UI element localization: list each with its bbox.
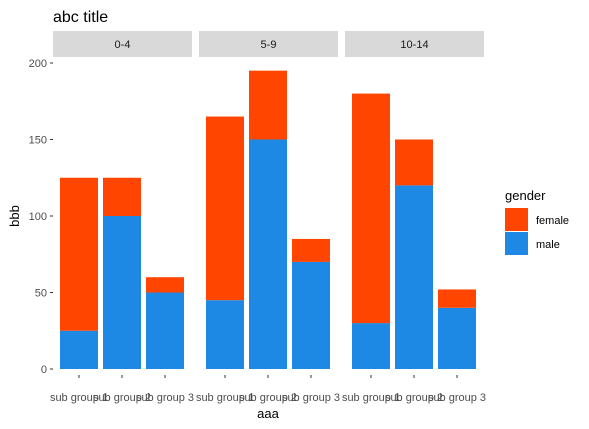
bar-male	[146, 292, 184, 369]
bar-female	[146, 277, 184, 293]
x-axis-label: aaa	[257, 406, 279, 421]
legend-key-female	[505, 208, 528, 231]
y-tick-label: 200	[29, 58, 47, 70]
facet-strip	[53, 31, 192, 57]
legend: gender female male	[505, 188, 569, 255]
bar-male	[249, 139, 287, 369]
y-tick-label: 50	[35, 288, 47, 300]
bar-male	[60, 330, 98, 369]
bar-male	[103, 216, 141, 369]
chart-title: abc title	[53, 9, 108, 26]
bar-female	[352, 93, 390, 324]
bar-male	[206, 300, 244, 369]
facet-strip-label: 5-9	[261, 39, 277, 51]
legend-key-male	[505, 232, 528, 255]
x-tick-label: sub group 1	[196, 392, 254, 404]
bar-female	[292, 238, 330, 262]
facet-strip	[199, 31, 338, 57]
x-tick-label: sub group 3	[428, 392, 486, 404]
y-tick-label: 0	[41, 364, 47, 376]
legend-label-female: female	[536, 215, 569, 227]
facet-strip-label: 10-14	[400, 39, 428, 51]
y-tick-label: 100	[29, 211, 47, 223]
bar-female	[438, 289, 476, 308]
y-tick-label: 150	[29, 135, 47, 147]
bar-male	[352, 323, 390, 369]
bar-female	[249, 70, 287, 140]
x-tick-label: sub group 2	[385, 392, 443, 404]
x-tick-label: sub group 1	[342, 392, 400, 404]
bar-female	[103, 177, 141, 216]
x-tick-label: sub group 3	[282, 392, 340, 404]
y-axis: 0 50 100 150 200	[29, 58, 53, 376]
x-tick-label: sub group 2	[239, 392, 297, 404]
bar-female	[206, 116, 244, 301]
bar-male	[395, 185, 433, 369]
bar-male	[438, 307, 476, 369]
legend-label-male: male	[536, 239, 560, 251]
y-axis-label: bbb	[7, 205, 22, 227]
facet-strip-label: 0-4	[115, 39, 131, 51]
x-tick-label: sub group 2	[93, 392, 151, 404]
bar-female	[60, 177, 98, 331]
x-tick-label: sub group 1	[50, 392, 108, 404]
bar-female	[395, 139, 433, 186]
legend-title: gender	[505, 188, 546, 203]
x-tick-label: sub group 3	[136, 392, 194, 404]
facet-strip	[345, 31, 484, 57]
bar-male	[292, 261, 330, 369]
